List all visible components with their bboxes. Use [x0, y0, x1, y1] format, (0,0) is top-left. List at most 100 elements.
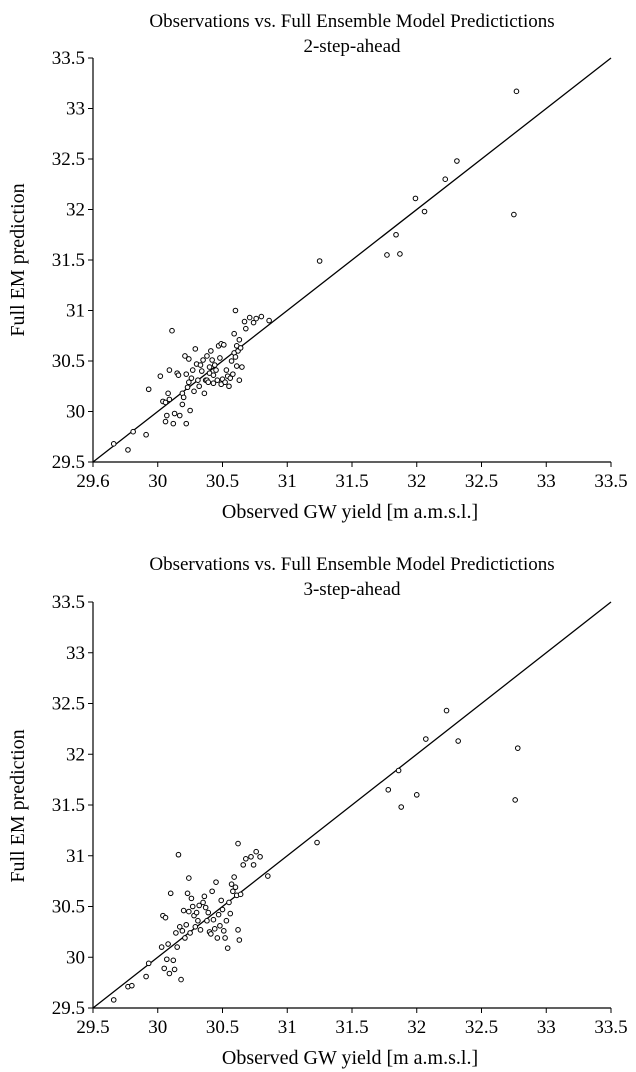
data-point [213, 879, 219, 885]
data-point [210, 372, 217, 378]
data-point [189, 903, 196, 910]
data-point [222, 935, 228, 941]
data-point [179, 928, 186, 934]
data-point [413, 792, 420, 798]
data-point [202, 904, 209, 911]
data-point [187, 407, 193, 414]
data-point [201, 390, 208, 397]
data-point [205, 379, 212, 386]
x-tick-label: 30 [148, 471, 167, 492]
data-point [169, 327, 175, 334]
data-point [384, 252, 390, 258]
y-tick-label: 29.5 [52, 998, 85, 1019]
data-point [209, 888, 215, 895]
y-tick-label: 33 [66, 99, 85, 120]
data-point [191, 388, 197, 395]
data-point [442, 176, 449, 182]
data-point [395, 767, 402, 774]
data-point [241, 318, 248, 325]
y-axis-label: Full EM prediction [7, 183, 29, 336]
one-to-one-line [92, 601, 612, 1009]
data-point [213, 367, 219, 373]
data-point [189, 367, 196, 373]
data-point [237, 891, 244, 898]
data-point [235, 840, 241, 847]
data-point [253, 315, 259, 322]
data-point [455, 738, 461, 744]
data-point [170, 420, 177, 427]
y-tick-label: 33 [66, 643, 85, 664]
data-point [166, 367, 173, 373]
data-point [180, 907, 187, 914]
y-tick-label: 32.5 [52, 149, 85, 170]
y-tick-label: 32 [66, 200, 85, 221]
scatter-chart-2-step: Observations vs. Full Ensemble Model Pre… [7, 11, 628, 523]
data-point [125, 447, 131, 453]
data-point [217, 355, 223, 361]
data-point [223, 367, 230, 373]
data-point [258, 313, 265, 320]
y-tick-label: 29.5 [52, 452, 85, 473]
data-point [162, 418, 169, 425]
data-point [210, 380, 217, 387]
data-point [166, 970, 173, 977]
data-point [171, 966, 178, 973]
data-point [186, 875, 192, 881]
data-point [196, 902, 202, 909]
data-point [145, 960, 152, 967]
data-point [243, 325, 249, 332]
x-tick-label: 31 [278, 1017, 297, 1038]
x-tick-label: 31.5 [335, 471, 368, 492]
y-tick-label: 30 [66, 947, 85, 968]
x-tick-label: 33 [537, 471, 556, 492]
data-point [197, 927, 204, 933]
data-point [145, 386, 152, 393]
data-point [224, 945, 231, 951]
data-point [208, 931, 214, 937]
data-point [200, 357, 206, 363]
data-point [195, 917, 201, 924]
data-point [231, 874, 237, 880]
data-point [230, 888, 236, 895]
data-point [167, 890, 174, 897]
data-point [398, 804, 405, 810]
data-point [178, 976, 184, 983]
x-tick-label: 30 [148, 1017, 167, 1038]
data-point [397, 251, 403, 257]
data-point [143, 431, 149, 438]
data-point [514, 745, 521, 751]
data-point [174, 944, 180, 950]
data-point [162, 399, 169, 406]
x-axis-label: Observed GW yield [m a.m.s.l.] [222, 501, 478, 523]
data-point [443, 707, 450, 714]
data-point [173, 930, 179, 936]
data-point [250, 862, 257, 868]
data-point [228, 358, 235, 364]
data-point [227, 910, 234, 917]
data-point [171, 410, 178, 417]
data-point [193, 909, 200, 916]
data-point [186, 908, 192, 915]
x-tick-label: 33 [537, 1017, 556, 1038]
data-point [198, 368, 205, 374]
data-point [184, 384, 191, 391]
data-point [180, 394, 187, 401]
data-point [211, 926, 218, 932]
x-tick-label: 32 [407, 471, 426, 492]
data-point [184, 890, 191, 897]
data-point [227, 375, 234, 381]
x-tick-label: 32 [407, 1017, 426, 1038]
data-point [220, 342, 227, 348]
data-point [209, 357, 215, 363]
y-tick-label: 33.5 [52, 48, 85, 69]
data-point [210, 916, 217, 923]
x-tick-label: 33.5 [594, 471, 627, 492]
y-tick-label: 31 [66, 301, 85, 322]
data-point [143, 973, 149, 980]
data-point [253, 848, 259, 855]
data-point [182, 935, 188, 941]
data-point [231, 330, 237, 337]
data-point [232, 884, 239, 891]
x-tick-label: 32.5 [465, 471, 498, 492]
data-point [129, 982, 135, 989]
